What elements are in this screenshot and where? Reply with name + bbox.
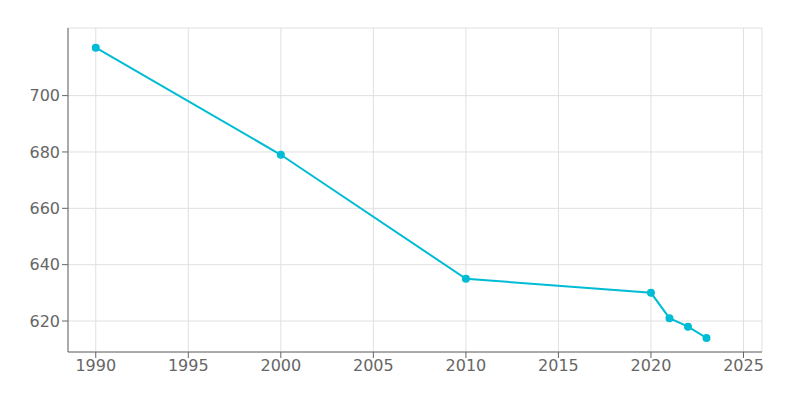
svg-text:2010: 2010: [446, 356, 487, 375]
svg-text:700: 700: [29, 86, 60, 105]
svg-text:2025: 2025: [723, 356, 764, 375]
svg-text:640: 640: [29, 255, 60, 274]
svg-text:1995: 1995: [168, 356, 209, 375]
svg-text:660: 660: [29, 199, 60, 218]
svg-text:2015: 2015: [538, 356, 579, 375]
svg-text:2020: 2020: [631, 356, 672, 375]
svg-text:680: 680: [29, 143, 60, 162]
svg-text:2005: 2005: [353, 356, 394, 375]
svg-text:620: 620: [29, 312, 60, 331]
svg-text:1990: 1990: [75, 356, 116, 375]
svg-text:2000: 2000: [260, 356, 301, 375]
